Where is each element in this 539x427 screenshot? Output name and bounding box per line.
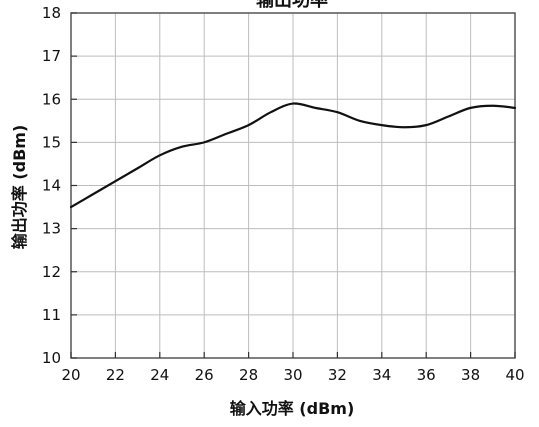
x-tick-label: 20 <box>61 366 80 384</box>
chart-title-group: 输出功率 <box>256 0 328 11</box>
tick-labels: 20 22 24 26 28 30 32 34 36 38 40 10 11 12 13 14 15 16 17 18 <box>42 4 525 384</box>
x-tick-label: 28 <box>239 366 258 384</box>
grid-lines <box>70 12 516 359</box>
x-axis-title: 输入功率 (dBm) <box>230 399 355 418</box>
plot-axes <box>70 12 516 359</box>
x-tick-label: 38 <box>461 366 480 384</box>
y-tick-label: 15 <box>42 133 61 151</box>
x-tick-label: 24 <box>150 366 169 384</box>
y-tick-label: 12 <box>42 263 61 281</box>
y-tick-label: 17 <box>42 47 61 65</box>
x-tick-label: 34 <box>372 366 391 384</box>
x-tick-label: 40 <box>505 366 524 384</box>
y-tick-label: 10 <box>42 349 61 367</box>
series-line <box>69 102 517 209</box>
y-tick-label: 16 <box>42 90 61 108</box>
x-tick-label: 26 <box>195 366 214 384</box>
y-tick-label: 18 <box>42 4 61 22</box>
x-tick-label: 22 <box>106 366 125 384</box>
y-tick-label: 11 <box>42 306 61 324</box>
x-tick-label: 32 <box>328 366 347 384</box>
y-axis-title: 输出功率 (dBm) <box>10 125 29 250</box>
y-tick-label: 14 <box>42 177 61 195</box>
x-tick-label: 36 <box>417 366 436 384</box>
y-tick-label: 13 <box>42 220 61 238</box>
x-tick-label: 30 <box>283 366 302 384</box>
series-line-group <box>69 102 517 209</box>
chart-title: 输出功率 <box>256 0 328 11</box>
